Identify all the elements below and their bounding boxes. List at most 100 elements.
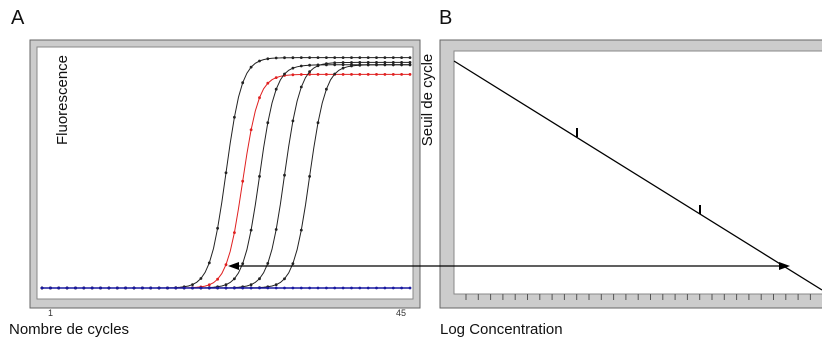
curve-2-point [241,179,245,183]
curve-4-point [333,61,337,65]
curve-3-point [241,262,245,265]
panel-b-standard-curve [453,60,822,291]
curve-2-point [308,73,311,76]
curve-2-point [216,277,220,281]
curve-5-point [366,63,370,67]
curve-6-point [391,286,395,290]
curve-6-point [291,286,295,290]
curve-4-point [341,61,345,64]
curve-1-point [191,283,194,286]
panel-a-letter: A [11,7,25,29]
panel-b-x-axis-title: Log Concentration [440,321,563,338]
curve-3-point [283,72,286,76]
curve-3-point [233,277,236,281]
curve-1-point [216,226,220,230]
curve-4-point [274,228,278,231]
curve-1-point [207,261,211,265]
curve-6-point [241,286,245,290]
curve-3-point [341,63,345,67]
link-arrow-right-head [779,262,790,270]
curve-6-point [366,286,370,290]
curve-6-point [182,286,186,290]
curve-6-point [115,286,119,290]
curve-5-point [274,283,278,287]
curve-4-point [316,64,320,68]
curve-6-point [233,286,236,290]
curve-2-point [233,231,236,235]
curve-6-point [249,286,253,290]
curve-3-point [291,66,295,70]
curve-5-point [325,87,328,91]
curve-2-point [224,263,228,267]
curve-6-point [99,286,102,290]
curve-1-point [249,65,253,69]
curve-6-point [124,286,127,290]
curve-3-point [224,283,228,287]
curve-5-point [358,63,362,67]
curve-2-point [366,73,370,76]
curve-6-point [408,286,412,290]
curve-6-point [107,286,111,290]
curve-4-point [283,173,286,177]
curve-6-point [174,286,178,290]
panel-b-x-axis-ticks [465,294,811,300]
curve-2-point [291,73,295,77]
curve-6-point [157,286,161,290]
curve-4-point [249,283,253,287]
curve-4-point [383,61,387,64]
curve-3-point [299,64,303,68]
curve-2-point [207,283,211,287]
curve-4-point [391,61,395,64]
curve-2-point [408,73,412,76]
curve-1-point [266,57,270,61]
curve-6-point [216,286,220,290]
curve-6-point [166,286,169,290]
curve-3-point [333,63,337,67]
curve-5-point [341,66,345,70]
curve-6-point [90,286,94,290]
curve-1-point [316,56,320,59]
curve-1-point [291,56,295,60]
curve-1-point [341,56,345,59]
curve-5-point [375,63,378,67]
curve-4-point [266,262,270,265]
curve-1-point [400,56,403,59]
curve-5-point [291,262,295,265]
curve-1-point [283,56,286,60]
curve-1-point [408,56,412,59]
curve-1-point [274,56,278,60]
curve-6-point [207,286,211,290]
curve-3-point [258,175,261,178]
link-arrow-left-head [228,262,239,270]
curve-4-point [366,61,370,64]
curve-3-point [274,87,278,91]
curve-6-point [141,286,144,290]
curve-6-point [308,286,311,290]
curve-6-point [316,286,320,290]
curve-2-point [325,73,328,76]
panel-a-x-axis-title: Nombre de cycles [9,321,129,338]
panel-a-frame [29,39,421,309]
curve-6-point [375,286,378,290]
curve-1-point [258,59,261,63]
curve-2-point [249,128,253,132]
curve-6-point [149,286,153,290]
curve-6-point [299,286,303,290]
curve-5-point [400,63,403,67]
curve-2-point [391,73,395,76]
curve-1-point [391,56,395,59]
curve-4-point [400,61,403,64]
curve-1-point [308,56,311,59]
curve-3-point [308,63,311,67]
curve-1-point [299,56,303,59]
curve-1-point [233,115,236,119]
curve-6-point [82,286,86,290]
curve-6-point [283,286,286,290]
panel-b-y-axis-title: Seuil de cycle [419,54,436,147]
panel-b-frame [439,39,822,309]
curve-1-point [358,56,362,59]
curve-6-point [341,286,345,290]
curve-4-point [291,119,295,123]
curve-1-point [383,56,387,59]
